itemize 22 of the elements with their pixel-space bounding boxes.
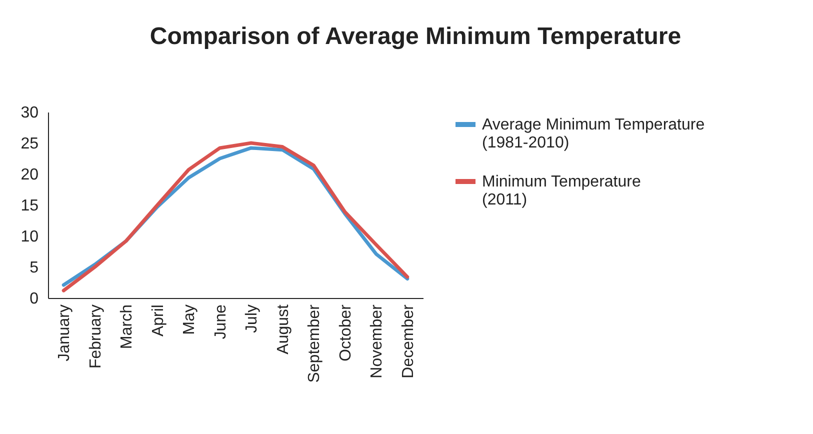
chart-title: Comparison of Average Minimum Temperature <box>150 23 682 50</box>
x-tick-label: June <box>212 304 230 340</box>
legend-label: Minimum Temperature (2011) <box>482 174 641 208</box>
legend-label: Average Minimum Temperature (1981-2010) <box>482 116 705 152</box>
x-tick-label: May <box>181 304 198 335</box>
x-tick-label: January <box>56 304 74 362</box>
y-tick-label: 5 <box>30 260 39 276</box>
y-tick-label: 30 <box>20 104 39 122</box>
y-tick-label: 15 <box>20 198 39 214</box>
x-tick-label: March <box>118 304 136 349</box>
x-tick-label: April <box>150 304 167 337</box>
y-tick-label: 20 <box>20 166 39 184</box>
y-tick-label: 10 <box>20 228 39 246</box>
x-tick-label: February <box>87 304 104 369</box>
x-tick-label: November <box>368 304 386 378</box>
x-tick-label: July <box>244 304 261 333</box>
y-tick-label: 0 <box>30 290 39 308</box>
y-tick-label: 25 <box>20 136 39 152</box>
x-tick-label: December <box>400 304 417 378</box>
x-tick-label: September <box>306 304 324 383</box>
x-tick-label: October <box>337 304 354 362</box>
x-tick-label: August <box>274 304 292 354</box>
